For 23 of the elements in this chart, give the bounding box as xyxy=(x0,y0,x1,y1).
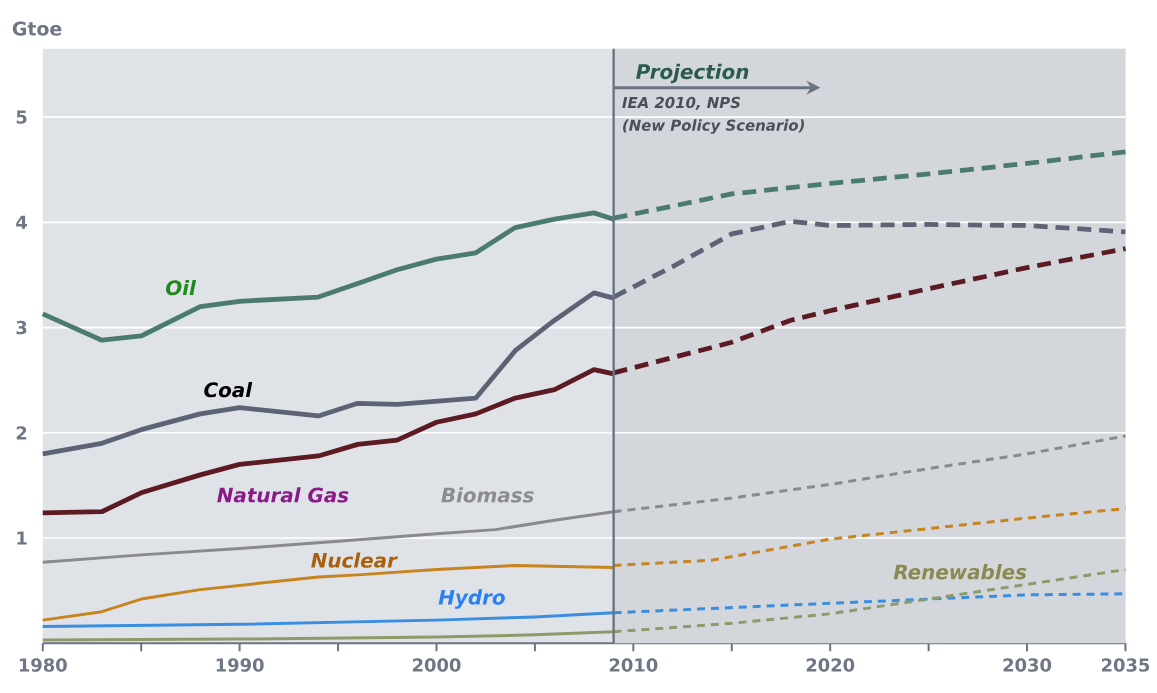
series-label: Oil xyxy=(166,279,197,296)
annotation: IEA 2010, NPS xyxy=(622,96,741,111)
x-tick-label: 2020 xyxy=(806,658,855,672)
annotation: (New Policy Scenario) xyxy=(623,119,804,134)
series-label: Nuclear xyxy=(311,552,398,568)
x-tick-label: 1990 xyxy=(216,658,264,672)
y-axis-title: Gtoe xyxy=(12,21,62,36)
y-tick-label: 2 xyxy=(16,426,27,440)
text: Renewables xyxy=(893,564,1027,580)
y-tick-label: 1 xyxy=(17,531,27,545)
series-label: Hydro xyxy=(438,589,505,609)
x-tick-label: 1980 xyxy=(19,658,67,672)
y-tick-label: 5 xyxy=(16,110,27,124)
series-label: Natural Gas xyxy=(217,487,349,503)
y-tick-label: 4 xyxy=(16,215,27,229)
band-label: Projection xyxy=(636,63,749,84)
series-label: Biomass xyxy=(441,487,534,503)
x-tick-label: 2000 xyxy=(412,658,461,672)
x-tick-label: 2035 xyxy=(1101,658,1150,672)
series-label: Coal xyxy=(204,381,253,398)
x-tick-label: 2010 xyxy=(609,658,658,672)
x-tick-label: 2030 xyxy=(1003,658,1052,672)
y-tick-label: 3 xyxy=(16,320,27,335)
